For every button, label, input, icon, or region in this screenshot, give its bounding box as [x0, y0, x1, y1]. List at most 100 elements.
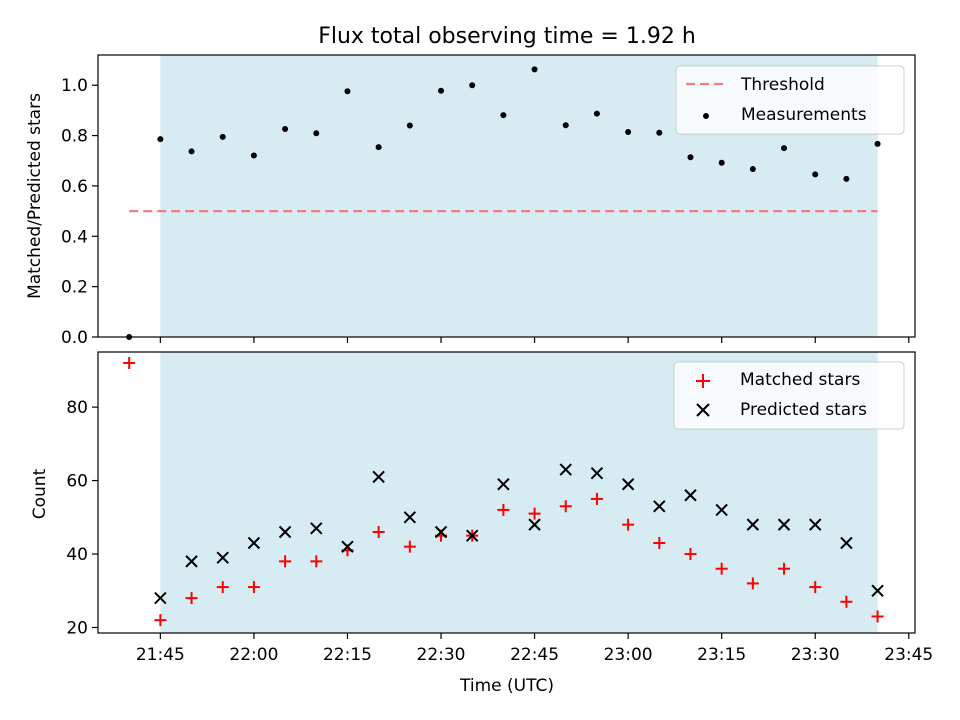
matched-star-point	[123, 357, 136, 370]
measurement-point	[188, 148, 195, 155]
predicted-star-mark-b	[684, 489, 697, 502]
predicted-star-mark-b	[247, 536, 261, 550]
measurement-point	[593, 110, 600, 117]
measurement-point	[843, 175, 850, 182]
legend-matched-swatch	[696, 374, 710, 388]
predicted-star-point	[216, 551, 229, 564]
top-y-tick-label: 0.0	[61, 328, 88, 348]
x-tick-label: 22:00	[229, 645, 278, 665]
predicted-star-mark-b	[434, 525, 448, 539]
top-y-tick-label: 0.4	[61, 227, 88, 247]
x-tick-label: 22:30	[417, 645, 466, 665]
bottom-y-tick-label: 60	[66, 472, 88, 492]
top-panel: 0.0 0.2 0.4 0.6 0.8 1.0 Threshold Measurement…	[61, 54, 916, 348]
top-plot-frame	[97, 54, 916, 338]
top-y-tick-label: 1.0	[61, 76, 88, 96]
predicted-star-point	[809, 518, 822, 531]
matched-star-point	[840, 595, 853, 608]
predicted-star-mark-b	[372, 470, 385, 484]
predicted-star-point	[403, 511, 417, 524]
measurement-point	[531, 66, 538, 73]
matched-star-point	[809, 581, 822, 594]
measurement-point	[562, 122, 569, 129]
legend-measurements-label: Measurements	[741, 105, 867, 125]
predicted-star-point	[590, 467, 604, 480]
matched-star-point	[154, 614, 167, 627]
x-tick-label: 21:45	[136, 645, 185, 665]
predicted-star-point	[497, 478, 510, 491]
predicted-star-point	[465, 529, 479, 542]
matched-star-point	[559, 500, 572, 513]
predicted-star-mark-b	[621, 478, 635, 491]
bottom-y-tick-label: 20	[66, 618, 88, 638]
predicted-star-mark-b	[559, 463, 572, 476]
predicted-star-point	[871, 584, 884, 597]
predicted-star-point	[777, 518, 791, 531]
top-y-tick-label: 0.8	[61, 127, 88, 147]
measurement-point	[406, 122, 413, 129]
predicted-star-mark-b	[154, 591, 167, 605]
matched-star-point	[403, 540, 416, 553]
bottom-y-tick-label: 80	[66, 398, 88, 418]
predicted-star-point	[528, 518, 541, 531]
predicted-star-point	[715, 503, 728, 517]
matched-star-point	[310, 555, 323, 568]
matched-star-point	[279, 555, 292, 568]
predicted-star-point	[684, 489, 697, 502]
measurement-point	[344, 88, 351, 95]
matched-star-point	[684, 548, 697, 561]
chart-title: Flux total observing time = 1.92 h	[318, 24, 696, 49]
predicted-star-point	[185, 555, 198, 568]
x-tick-label: 23:30	[791, 645, 840, 665]
measurement-point	[219, 133, 226, 140]
x-tick-label: 23:45	[884, 645, 933, 665]
matched-star-point	[497, 503, 510, 516]
measurement-point	[718, 159, 725, 166]
predicted-star-mark-b	[403, 511, 417, 524]
predicted-star-mark-b	[341, 540, 354, 553]
bottom-plot-frame	[97, 351, 916, 634]
measurement-point	[656, 129, 663, 136]
predicted-star-point	[746, 518, 760, 531]
top-legend: Threshold Measurements	[675, 65, 905, 135]
top-y-tick-label: 0.2	[61, 278, 88, 298]
measurement-point	[250, 152, 257, 159]
legend-measurements-swatch	[703, 113, 709, 119]
predicted-star-mark-b	[653, 500, 666, 513]
top-y-axis-label: Matched/Predicted stars	[25, 93, 45, 299]
predicted-star-mark-b	[840, 536, 853, 550]
predicted-star-point	[154, 591, 167, 605]
matched-star-point	[372, 525, 385, 538]
measurement-point	[469, 82, 476, 89]
measurement-point	[282, 126, 289, 133]
bottom-y-axis-label: Count	[30, 468, 50, 519]
predicted-star-point	[341, 540, 354, 553]
matched-star-point	[185, 592, 198, 605]
predicted-star-mark-b	[216, 551, 229, 564]
measurement-point	[781, 145, 788, 152]
matched-star-point	[653, 537, 666, 550]
matched-star-point	[871, 610, 884, 623]
predicted-star-point	[247, 536, 261, 550]
predicted-star-mark-b	[497, 478, 510, 491]
matched-star-point	[622, 518, 635, 531]
predicted-star-mark-b	[310, 522, 323, 535]
predicted-star-point	[310, 522, 323, 535]
x-tick-label: 23:00	[604, 645, 653, 665]
matched-star-point	[528, 507, 541, 520]
measurement-point	[157, 136, 164, 143]
matched-star-point	[715, 562, 728, 575]
legend-matched-label: Matched stars	[740, 370, 860, 390]
predicted-star-point	[653, 500, 666, 513]
predicted-star-mark-b	[528, 518, 541, 531]
predicted-star-mark-b	[777, 518, 791, 531]
measurement-point	[625, 129, 632, 136]
bottom-y-tick-label: 40	[66, 545, 88, 565]
bottom-legend: Matched stars Predicted stars	[673, 361, 905, 430]
measurement-point	[687, 154, 694, 161]
measurement-point	[812, 171, 819, 178]
predicted-star-point	[621, 478, 635, 491]
predicted-star-point	[372, 470, 385, 484]
measurement-point	[874, 140, 881, 147]
